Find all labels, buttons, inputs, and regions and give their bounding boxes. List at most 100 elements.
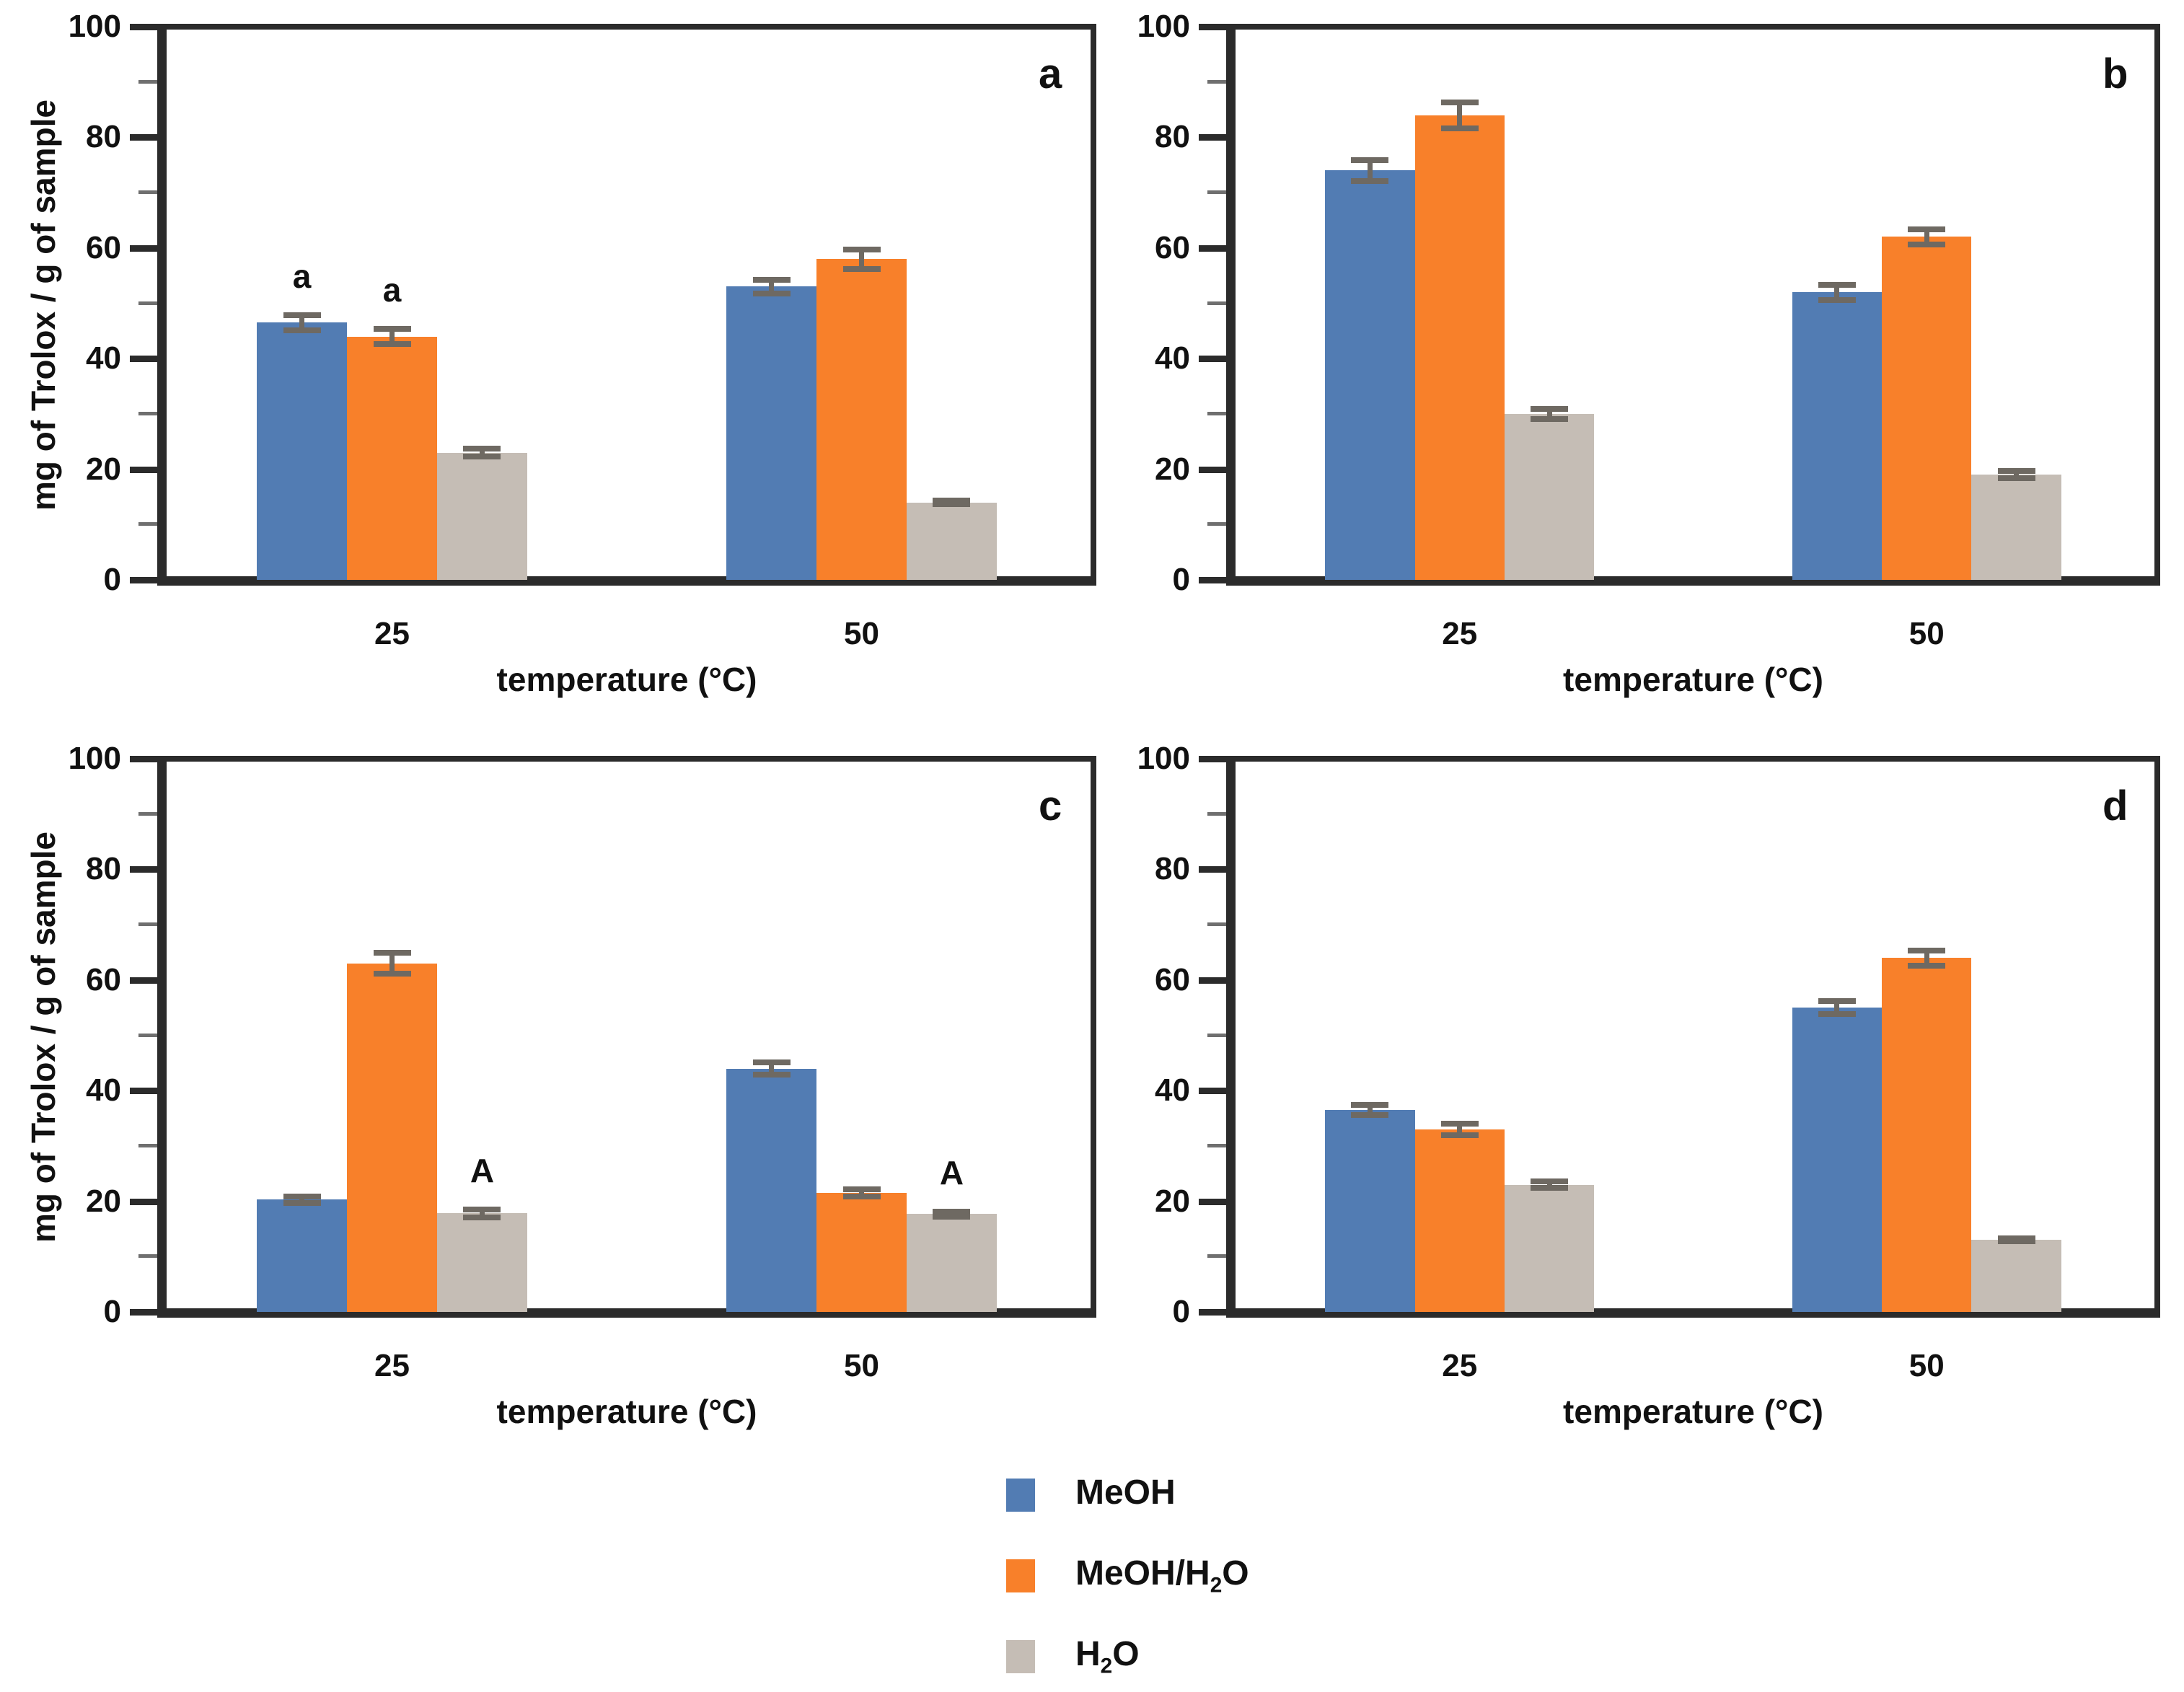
error-bar — [1367, 1104, 1373, 1116]
bar-meoh-25 — [257, 1199, 347, 1312]
y-tick-label: 0 — [103, 1294, 121, 1329]
error-bar-cap — [283, 1199, 321, 1206]
y-axis-minor-tick — [138, 79, 157, 84]
bar-meoh-25 — [1325, 1110, 1415, 1312]
bar-meoh-50 — [726, 286, 816, 580]
bar-meoh-h2o-50 — [816, 259, 907, 580]
legend-swatch-meoh — [1006, 1478, 1035, 1512]
y-axis-minor-tick — [1207, 1033, 1226, 1037]
panel-letter: d — [2102, 783, 2128, 829]
error-bar-cap — [1997, 475, 2035, 482]
y-tick-label: 80 — [86, 851, 121, 887]
error-bar-cap — [373, 326, 411, 332]
bar-meoh-h2o-25 — [347, 963, 437, 1312]
y-axis-minor-tick — [138, 1143, 157, 1147]
error-bar-cap — [373, 341, 411, 348]
error-bar — [299, 1195, 304, 1204]
error-bar-cap — [283, 1193, 321, 1199]
error-bar-cap — [933, 497, 971, 503]
y-tick-label: 60 — [1155, 229, 1190, 265]
y-tick-label: 20 — [1155, 1183, 1190, 1219]
significance-letter: A — [470, 1152, 495, 1190]
error-bar-cap — [1818, 1011, 1856, 1018]
error-bar — [769, 1061, 774, 1076]
y-axis-major-tick — [1199, 1198, 1226, 1205]
error-bar — [1834, 283, 1840, 301]
error-bar-cap — [1531, 406, 1569, 413]
error-bar-cap — [752, 1072, 791, 1078]
y-tick-label: 0 — [1172, 562, 1190, 597]
legend-label-meoh-h2o: MeOH/H2O — [1075, 1554, 1249, 1598]
y-axis-major-tick — [1199, 756, 1226, 762]
legend-swatch-meoh-h2o — [1006, 1559, 1035, 1592]
error-bar — [1367, 159, 1373, 182]
error-bar-cap — [283, 327, 321, 333]
error-bar — [479, 448, 485, 457]
error-bar-cap — [1440, 125, 1479, 131]
y-axis-major-tick — [130, 977, 157, 984]
y-tick-label: 0 — [1172, 1294, 1190, 1329]
y-axis-minor-tick — [138, 411, 157, 415]
x-tick-label: 25 — [374, 1348, 410, 1383]
y-axis-minor-tick — [138, 1254, 157, 1259]
x-tick-label: 25 — [1442, 616, 1478, 651]
error-bar-cap — [1351, 157, 1389, 164]
bar-meoh-h2o-25 — [1414, 1129, 1505, 1312]
error-bar-cap — [1997, 468, 2035, 475]
error-bar-cap — [1531, 1178, 1569, 1185]
error-bar-cap — [1818, 998, 1856, 1005]
error-bar-cap — [1908, 947, 1946, 953]
bar-meoh-25 — [257, 322, 347, 580]
error-bar-cap — [1908, 226, 1946, 232]
x-axis-title: temperature (°C) — [1563, 661, 1823, 698]
error-bar-cap — [752, 1059, 791, 1065]
y-axis-major-tick — [130, 356, 157, 363]
y-axis-major-tick — [1199, 24, 1226, 30]
y-tick-label: 80 — [1155, 119, 1190, 155]
y-tick-label: 80 — [86, 119, 121, 155]
bar-meoh-50 — [1792, 1008, 1883, 1312]
error-bar-cap — [1997, 1238, 2035, 1245]
error-bar-cap — [1440, 1132, 1479, 1139]
bar-h2o-25 — [1504, 413, 1595, 580]
error-bar-cap — [842, 265, 881, 272]
bar-h2o-25 — [1504, 1184, 1595, 1312]
error-bar-cap — [842, 246, 881, 252]
y-tick-label: 20 — [86, 1183, 121, 1219]
bar-meoh-25 — [1325, 170, 1415, 580]
error-bar — [389, 952, 395, 975]
error-bar-cap — [1818, 296, 1856, 303]
y-axis-minor-tick — [138, 522, 157, 526]
error-bar-cap — [842, 1194, 881, 1200]
error-bar-cap — [463, 1214, 501, 1220]
error-bar — [859, 1188, 864, 1198]
y-axis-major-tick — [1199, 866, 1226, 873]
error-bar-cap — [752, 276, 791, 283]
error-bar — [1546, 1181, 1552, 1189]
y-axis-major-tick — [1199, 466, 1226, 473]
significance-letter: a — [382, 271, 402, 309]
error-bar-cap — [1351, 1111, 1389, 1118]
error-bar-cap — [1440, 1120, 1479, 1127]
bar-meoh-h2o-50 — [816, 1193, 907, 1312]
error-bar-cap — [283, 312, 321, 318]
error-bar-cap — [1908, 241, 1946, 247]
x-tick-label: 50 — [844, 1348, 879, 1383]
y-axis-major-tick — [130, 24, 157, 30]
y-tick-label: 20 — [1155, 451, 1190, 487]
y-axis-major-tick — [130, 466, 157, 473]
y-tick-label: 40 — [1155, 1072, 1190, 1109]
panel-letter: b — [2102, 50, 2128, 97]
y-axis-major-tick — [1199, 356, 1226, 363]
error-bar-cap — [1531, 415, 1569, 422]
bar-meoh-h2o-25 — [1414, 115, 1505, 580]
y-axis-minor-tick — [1207, 190, 1226, 195]
bar-h2o-50 — [1971, 1240, 2061, 1312]
y-axis-minor-tick — [138, 190, 157, 195]
x-tick-label: 50 — [1908, 616, 1945, 651]
bar-h2o-25 — [436, 1213, 527, 1312]
legend-label-meoh: MeOH — [1075, 1473, 1176, 1512]
error-bar — [1924, 949, 1929, 966]
y-axis-minor-tick — [138, 811, 157, 816]
error-bar-cap — [1440, 99, 1479, 105]
